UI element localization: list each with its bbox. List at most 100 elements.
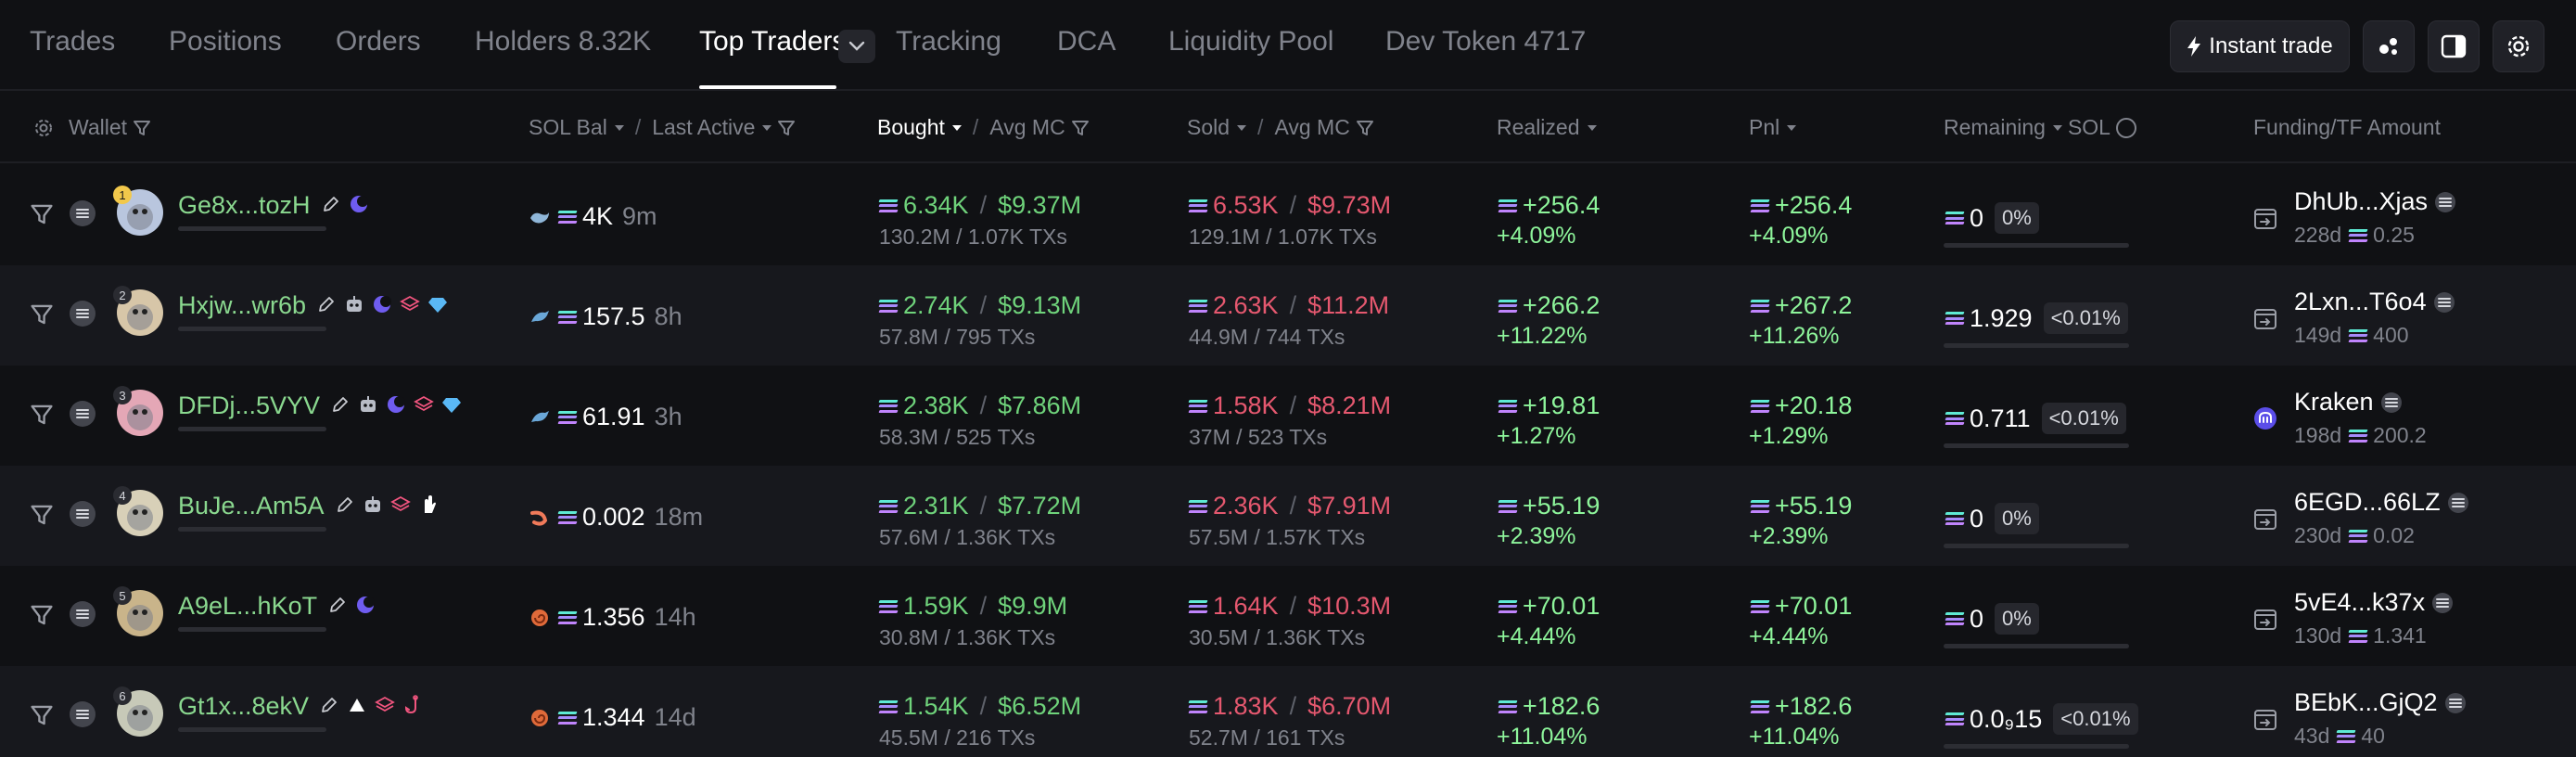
table-row[interactable]: 2 Hxjw...wr6b 157.5 8h 2.74K / $9.13M 57.8M / 7… bbox=[0, 265, 2576, 366]
menu-icon bbox=[76, 710, 89, 719]
instant-trade-button[interactable]: Instant trade bbox=[2170, 20, 2350, 72]
gear-icon[interactable] bbox=[33, 118, 54, 138]
funding-source[interactable]: 2Lxn...T6o4 bbox=[2294, 288, 2455, 316]
wallet-address-link[interactable]: Hxjw...wr6b bbox=[178, 291, 307, 319]
filter-icon[interactable] bbox=[777, 119, 796, 137]
menu-icon bbox=[76, 309, 89, 318]
avatar[interactable]: 5 bbox=[113, 586, 163, 636]
tab-tracking[interactable]: Tracking bbox=[896, 26, 1001, 57]
realized-value: +182.6 bbox=[1523, 692, 1600, 720]
row-menu-button[interactable] bbox=[70, 601, 96, 627]
menu-icon bbox=[2384, 397, 2398, 407]
row-menu-button[interactable] bbox=[70, 401, 96, 427]
tab-orders[interactable]: Orders bbox=[336, 26, 421, 57]
tab-trades[interactable]: Trades bbox=[30, 26, 116, 57]
funding-source[interactable]: 5vE4...k37x bbox=[2294, 588, 2454, 617]
table-row[interactable]: 3 DFDj...5VYV 61.91 3h 2.38K / $7.86M 58.3M / 5… bbox=[0, 366, 2576, 466]
row-filter-button[interactable] bbox=[28, 601, 56, 629]
wallet-address-link[interactable]: BuJe...Am5A bbox=[178, 492, 325, 520]
remaining-column-header[interactable]: Remaining SOL bbox=[1944, 115, 2136, 140]
tab-holders[interactable]: Holders 8.32K bbox=[475, 26, 652, 57]
bought-tx-summary: 45.5M / 216 TXs bbox=[879, 725, 1036, 750]
bought-cell: 2.31K / $7.72M bbox=[877, 492, 1081, 520]
table-row[interactable]: 6 Gt1x...8ekV 1.344 14d 1.54K / $6.52M 45.5M / … bbox=[0, 666, 2576, 757]
avatar[interactable]: 2 bbox=[113, 286, 163, 336]
bought-avg-mc: $6.52M bbox=[998, 692, 1082, 720]
tab-dev-token[interactable]: Dev Token 4717 bbox=[1385, 26, 1587, 57]
tab-dca[interactable]: DCA bbox=[1057, 26, 1116, 57]
solana-icon bbox=[1497, 699, 1518, 714]
row-filter-button[interactable] bbox=[28, 200, 56, 228]
pnl-column-header[interactable]: Pnl bbox=[1749, 115, 1797, 140]
row-filter-button[interactable] bbox=[28, 301, 56, 328]
wallet-progress-bar bbox=[178, 226, 326, 231]
sold-cell: 1.83K / $6.70M bbox=[1187, 692, 1391, 721]
filter-icon[interactable] bbox=[133, 119, 151, 137]
sol-balance-value: 61.91 bbox=[582, 403, 645, 430]
sold-avg-mc: $10.3M bbox=[1307, 592, 1392, 620]
sold-column-header[interactable]: Sold / Avg MC bbox=[1187, 115, 1374, 140]
funding-coin-icon bbox=[2432, 592, 2454, 613]
sidebar-toggle-button[interactable] bbox=[2428, 20, 2480, 72]
sol-toggle-icon[interactable] bbox=[2115, 117, 2136, 138]
funding-source[interactable]: 6EGD...66LZ bbox=[2294, 488, 2468, 517]
rank-badge: 5 bbox=[113, 586, 132, 605]
realized-column-header[interactable]: Realized bbox=[1497, 115, 1597, 140]
funding-source-label: BEbK...GjQ2 bbox=[2294, 688, 2438, 716]
table-row[interactable]: 4 BuJe...Am5A 0.002 18m 2.31K / $7.72M 57.6M / … bbox=[0, 466, 2576, 566]
avatar[interactable]: 6 bbox=[113, 686, 163, 737]
wallet-address-link[interactable]: Ge8x...tozH bbox=[178, 191, 311, 219]
bot-icon bbox=[362, 494, 384, 516]
solana-icon bbox=[877, 699, 899, 714]
wallet-tags bbox=[320, 193, 370, 215]
tab-liquidity-pool[interactable]: Liquidity Pool bbox=[1168, 26, 1334, 57]
funding-source[interactable]: Kraken bbox=[2294, 388, 2402, 417]
row-menu-button[interactable] bbox=[70, 501, 96, 527]
funding-column-header: Funding/TF Amount bbox=[2253, 115, 2441, 140]
avatar[interactable]: 4 bbox=[113, 486, 163, 536]
bought-tx-summary: 57.8M / 795 TXs bbox=[879, 325, 1036, 349]
row-filter-button[interactable] bbox=[28, 701, 56, 729]
wallet-address-link[interactable]: DFDj...5VYV bbox=[178, 391, 321, 419]
solana-icon bbox=[1187, 399, 1208, 414]
realized-value: +266.2 bbox=[1523, 291, 1600, 319]
filter-icon[interactable] bbox=[1071, 119, 1090, 137]
wallet-address-link[interactable]: A9eL...hKoT bbox=[178, 592, 318, 620]
row-menu-button[interactable] bbox=[70, 200, 96, 226]
funding-details: 228d 0.25 bbox=[2294, 223, 2415, 248]
panel-icon bbox=[2441, 34, 2467, 58]
avatar[interactable]: 3 bbox=[113, 386, 163, 436]
row-filter-button[interactable] bbox=[28, 501, 56, 529]
table-row[interactable]: 5 A9eL...hKoT 1.356 14h 1.59K / $9.9M 30.8M / 1… bbox=[0, 566, 2576, 666]
row-menu-button[interactable] bbox=[70, 301, 96, 327]
realized-percent: +4.44% bbox=[1497, 623, 1576, 649]
solana-icon bbox=[1749, 299, 1770, 314]
row-filter-button[interactable] bbox=[28, 401, 56, 429]
row-menu-button[interactable] bbox=[70, 701, 96, 727]
remaining-cell: 0 0% bbox=[1944, 202, 2039, 234]
avatar-image bbox=[127, 705, 153, 731]
bought-amount: 1.59K bbox=[903, 592, 969, 620]
gear-icon bbox=[2507, 35, 2530, 58]
bought-column-header[interactable]: Bought / Avg MC bbox=[877, 115, 1090, 140]
bought-tx-summary: 30.8M / 1.36K TXs bbox=[879, 625, 1056, 649]
solana-icon bbox=[1944, 611, 1965, 626]
funding-coin-icon bbox=[2433, 291, 2455, 313]
wallet-address-link[interactable]: Gt1x...8ekV bbox=[178, 692, 310, 720]
table-row[interactable]: 1 Ge8x...tozH 4K 9m 6.34K / $9.37M 130.2M / 1.0… bbox=[0, 165, 2576, 265]
funding-source[interactable]: BEbK...GjQ2 bbox=[2294, 688, 2466, 717]
sold-amount: 2.36K bbox=[1213, 492, 1279, 520]
sold-amount: 1.64K bbox=[1213, 592, 1279, 620]
sort-caret-icon bbox=[762, 124, 772, 131]
settings-button[interactable] bbox=[2493, 20, 2544, 72]
tab-top-traders[interactable]: Top Traders bbox=[699, 26, 847, 57]
funding-source[interactable]: DhUb...Xjas bbox=[2294, 187, 2456, 216]
top-traders-dropdown[interactable] bbox=[838, 30, 875, 63]
filter-icon[interactable] bbox=[1356, 119, 1374, 137]
tab-positions[interactable]: Positions bbox=[169, 26, 282, 57]
last-active-header-label[interactable]: Last Active bbox=[652, 115, 756, 139]
sol-bal-column-header[interactable]: SOL Bal / Last Active bbox=[529, 115, 796, 140]
share-button[interactable] bbox=[2363, 20, 2415, 72]
funding-details: 149d 400 bbox=[2294, 323, 2409, 348]
avatar[interactable]: 1 bbox=[113, 186, 163, 236]
